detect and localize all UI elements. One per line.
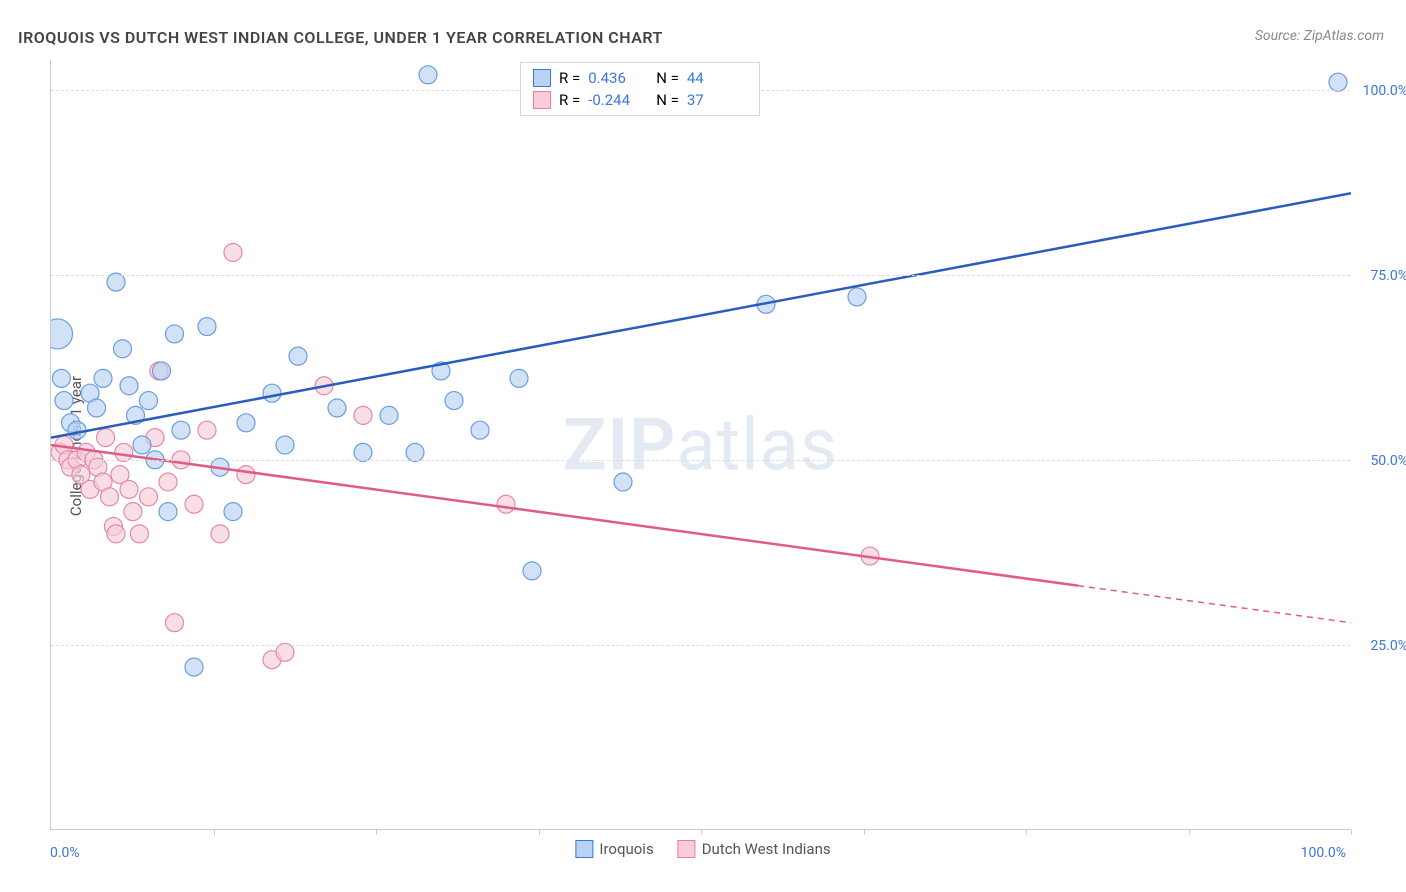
n-label: N = [656,89,679,111]
data-point [237,414,255,432]
data-point [94,369,112,387]
plot-area: ZIPatlas 25.0%50.0%75.0%100.0% [50,60,1350,830]
data-point [471,421,489,439]
x-tick [539,829,540,835]
data-point [224,503,242,521]
data-point [224,244,242,262]
x-tick [214,829,215,835]
x-tick [864,829,865,835]
gridline: 25.0% [51,645,1350,646]
data-point [289,347,307,365]
data-point [120,377,138,395]
data-point [185,495,203,513]
data-point [198,318,216,336]
x-tick [1189,829,1190,835]
data-point [140,392,158,410]
legend-swatch [533,91,551,109]
data-point [523,562,541,580]
data-point [510,369,528,387]
legend-label: Iroquois [599,840,653,858]
data-point [237,466,255,484]
trend-line [51,193,1351,437]
legend-swatch [678,840,696,858]
data-point [848,288,866,306]
y-tick-label: 75.0% [1370,268,1406,284]
data-point [419,66,437,84]
data-point [166,325,184,343]
data-point [276,436,294,454]
legend-swatch [575,840,593,858]
data-point [68,421,86,439]
n-label: N = [656,67,679,89]
data-point [153,362,171,380]
x-tick [1351,829,1352,835]
data-point [159,503,177,521]
legend-swatch [533,69,551,87]
data-point [166,614,184,632]
data-point [380,406,398,424]
data-point [130,525,148,543]
x-axis-start-label: 0.0% [50,845,80,861]
r-label: R = [559,67,580,89]
data-point [55,392,73,410]
data-point [88,399,106,417]
data-point [107,525,125,543]
legend-stats: R = 0.436 N = 44 R = -0.244 N = 37 [520,62,760,116]
data-point [159,473,177,491]
data-point [114,340,132,358]
trend-line [51,445,1078,586]
data-point [107,273,125,291]
legend-label: Dutch West Indians [702,840,831,858]
x-tick [376,829,377,835]
legend-stats-row: R = -0.244 N = 37 [533,89,747,111]
x-axis-end-label: 100.0% [1301,845,1346,861]
data-point [198,421,216,439]
chart-title: IROQUOIS VS DUTCH WEST INDIAN COLLEGE, U… [18,28,663,47]
data-point [276,643,294,661]
x-tick [1026,829,1027,835]
trend-line [1078,586,1351,623]
gridline: 75.0% [51,275,1350,276]
data-point [185,658,203,676]
data-point [140,488,158,506]
source-attribution: Source: ZipAtlas.com [1255,28,1384,44]
r-label: R = [559,89,580,111]
y-tick-label: 25.0% [1370,638,1406,654]
legend-series-item: Dutch West Indians [678,840,831,858]
data-point [133,436,151,454]
data-point [51,319,73,349]
data-point [406,443,424,461]
data-point [354,406,372,424]
chart-svg [51,60,1351,830]
r-value: 0.436 [588,67,648,89]
data-point [52,369,70,387]
data-point [124,503,142,521]
legend-stats-row: R = 0.436 N = 44 [533,67,747,89]
data-point [97,429,115,447]
gridline: 50.0% [51,460,1350,461]
n-value: 44 [687,67,747,89]
data-point [211,525,229,543]
data-point [120,480,138,498]
legend-series: Iroquois Dutch West Indians [575,840,830,858]
data-point [497,495,515,513]
data-point [328,399,346,417]
y-tick-label: 100.0% [1363,83,1406,99]
legend-series-item: Iroquois [575,840,653,858]
r-value: -0.244 [588,89,648,111]
data-point [1329,73,1347,91]
data-point [614,473,632,491]
data-point [101,488,119,506]
n-value: 37 [687,89,747,111]
x-tick [701,829,702,835]
data-point [263,384,281,402]
data-point [115,443,133,461]
data-point [172,421,190,439]
data-point [354,443,372,461]
data-point [445,392,463,410]
y-tick-label: 50.0% [1370,453,1406,469]
